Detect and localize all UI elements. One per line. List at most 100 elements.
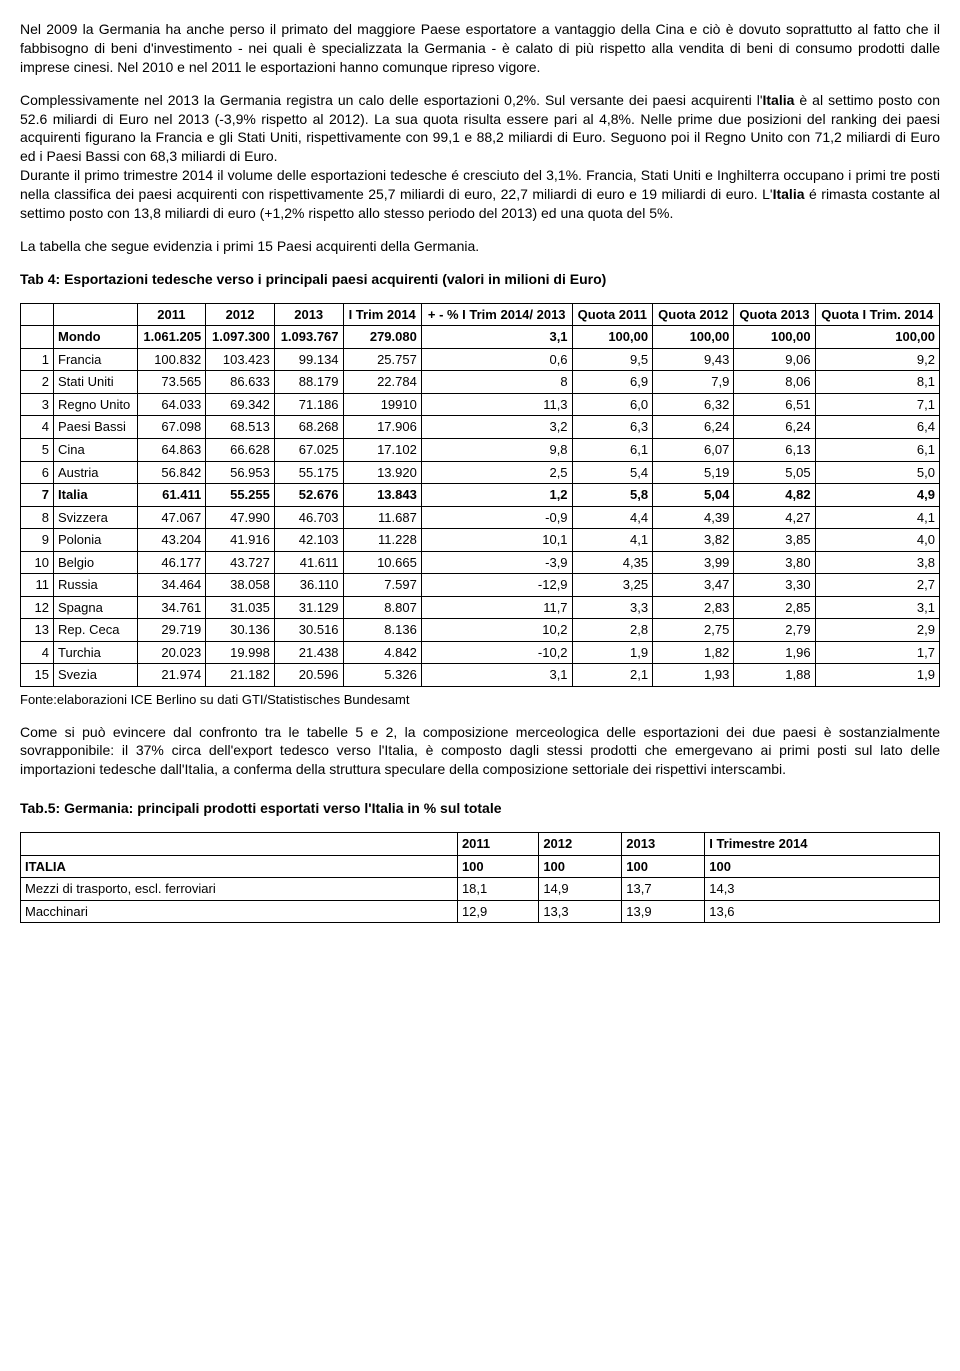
row-country: Paesi Bassi — [54, 416, 138, 439]
row-value: 13,9 — [622, 900, 705, 923]
row-value: 3,82 — [653, 529, 734, 552]
row-value: 8 — [421, 371, 572, 394]
row-value: 67.098 — [137, 416, 206, 439]
row-country: Cina — [54, 438, 138, 461]
table-row: 4Turchia20.02319.99821.4384.842-10,21,91… — [21, 641, 940, 664]
table-row: 12Spagna34.76131.03531.1298.80711,73,32,… — [21, 596, 940, 619]
row-value: 41.916 — [206, 529, 275, 552]
row-country: Svizzera — [54, 506, 138, 529]
row-value: 1,82 — [653, 641, 734, 664]
tab4-header: I Trim 2014 — [343, 303, 421, 326]
row-value: 3,99 — [653, 551, 734, 574]
p2-part-a: Complessivamente nel 2013 la Germania re… — [20, 92, 763, 108]
row-value: 12,9 — [457, 900, 538, 923]
row-value: 7,1 — [815, 393, 939, 416]
row-value: 17.906 — [343, 416, 421, 439]
row-value: 13,6 — [705, 900, 940, 923]
row-value: 5,4 — [572, 461, 653, 484]
row-value: 1,96 — [734, 641, 815, 664]
row-value: 1.061.205 — [137, 326, 206, 349]
row-value: 100 — [705, 855, 940, 878]
row-country: Austria — [54, 461, 138, 484]
table-row: 15Svezia21.97421.18220.5965.3263,12,11,9… — [21, 664, 940, 687]
table-row: 1Francia100.832103.42399.13425.7570,69,5… — [21, 348, 940, 371]
row-value: 9,2 — [815, 348, 939, 371]
row-value: -3,9 — [421, 551, 572, 574]
row-value: 34.761 — [137, 596, 206, 619]
row-number: 11 — [21, 574, 54, 597]
row-value: 2,75 — [653, 619, 734, 642]
row-value: 2,83 — [653, 596, 734, 619]
row-country: Belgio — [54, 551, 138, 574]
row-value: 22.784 — [343, 371, 421, 394]
row-value: 19.998 — [206, 641, 275, 664]
row-value: 1,9 — [572, 641, 653, 664]
row-value: 4,82 — [734, 484, 815, 507]
table-row: ITALIA100100100100 — [21, 855, 940, 878]
row-value: 3,3 — [572, 596, 653, 619]
row-value: 5,04 — [653, 484, 734, 507]
row-value: 46.177 — [137, 551, 206, 574]
row-value: 10,1 — [421, 529, 572, 552]
row-value: 6,51 — [734, 393, 815, 416]
row-value: 1,7 — [815, 641, 939, 664]
paragraph-1: Nel 2009 la Germania ha anche perso il p… — [20, 20, 940, 77]
row-value: 13.920 — [343, 461, 421, 484]
row-value: 4,1 — [815, 506, 939, 529]
row-value: 2,8 — [572, 619, 653, 642]
row-value: 100,00 — [653, 326, 734, 349]
row-value: 18,1 — [457, 878, 538, 901]
row-value: 64.863 — [137, 438, 206, 461]
row-value: 6,1 — [572, 438, 653, 461]
row-value: 21.182 — [206, 664, 275, 687]
row-value: 67.025 — [274, 438, 343, 461]
row-country: Russia — [54, 574, 138, 597]
row-number: 6 — [21, 461, 54, 484]
row-number: 9 — [21, 529, 54, 552]
row-country: Rep. Ceca — [54, 619, 138, 642]
row-value: 56.953 — [206, 461, 275, 484]
row-value: 5.326 — [343, 664, 421, 687]
tab4-header: 2011 — [137, 303, 206, 326]
row-value: 3,25 — [572, 574, 653, 597]
row-value: 6,1 — [815, 438, 939, 461]
row-value: 6,4 — [815, 416, 939, 439]
tab4-title: Tab 4: Esportazioni tedesche verso i pri… — [20, 270, 940, 289]
row-country: Turchia — [54, 641, 138, 664]
row-value: 6,07 — [653, 438, 734, 461]
tab4-header: 2013 — [274, 303, 343, 326]
row-number: 13 — [21, 619, 54, 642]
row-value: 0,6 — [421, 348, 572, 371]
row-value: 1,2 — [421, 484, 572, 507]
table-row: 10Belgio46.17743.72741.61110.665-3,94,35… — [21, 551, 940, 574]
tab4-header: Quota 2011 — [572, 303, 653, 326]
row-value: 34.464 — [137, 574, 206, 597]
row-value: 6,24 — [653, 416, 734, 439]
row-value: 68.268 — [274, 416, 343, 439]
row-value: 6,0 — [572, 393, 653, 416]
row-value: 2,79 — [734, 619, 815, 642]
table-row: 4Paesi Bassi67.09868.51368.26817.9063,26… — [21, 416, 940, 439]
row-value: 6,24 — [734, 416, 815, 439]
row-value: 1.093.767 — [274, 326, 343, 349]
row-value: 13.843 — [343, 484, 421, 507]
row-value: 11,3 — [421, 393, 572, 416]
row-value: 42.103 — [274, 529, 343, 552]
row-value: 2,7 — [815, 574, 939, 597]
row-country: Polonia — [54, 529, 138, 552]
row-country: Stati Uniti — [54, 371, 138, 394]
row-country: Regno Unito — [54, 393, 138, 416]
row-value: 13,3 — [539, 900, 622, 923]
row-value: 61.411 — [137, 484, 206, 507]
row-value: 8,06 — [734, 371, 815, 394]
row-value: 46.703 — [274, 506, 343, 529]
row-value: 5,05 — [734, 461, 815, 484]
row-value: 5,0 — [815, 461, 939, 484]
row-number — [21, 326, 54, 349]
row-value: 10,2 — [421, 619, 572, 642]
row-value: 3,80 — [734, 551, 815, 574]
row-value: 3,30 — [734, 574, 815, 597]
row-number: 4 — [21, 641, 54, 664]
table-row: Mondo1.061.2051.097.3001.093.767279.0803… — [21, 326, 940, 349]
tab4-header: Quota I Trim. 2014 — [815, 303, 939, 326]
